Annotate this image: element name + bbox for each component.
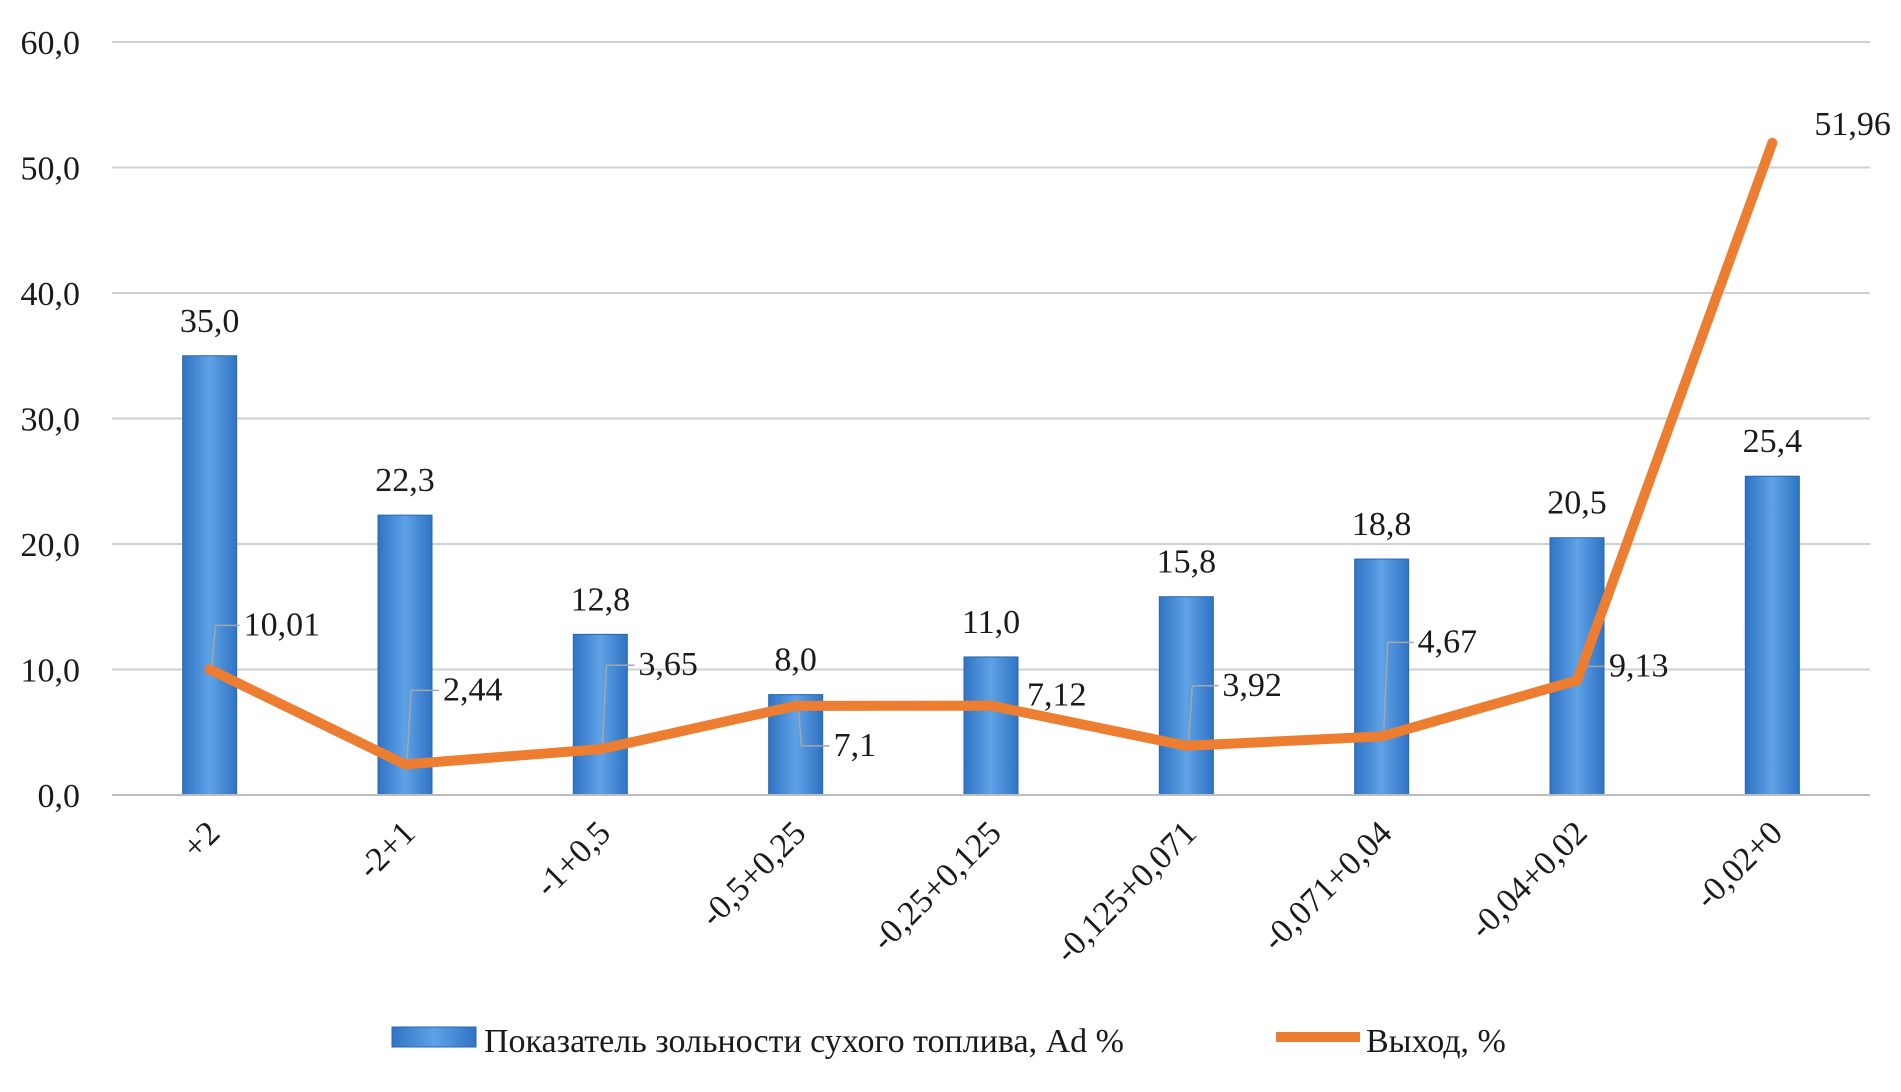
line-point [1767, 137, 1778, 148]
line-data-labels: 10,01 2,44 3,65 7,1 7,12 3,92 4,67 9,13 51,96 [244, 106, 1891, 764]
bar [1354, 558, 1410, 796]
line-data-label: 7,1 [834, 727, 877, 764]
line-point [1376, 731, 1387, 742]
bar [768, 694, 824, 796]
label-leader-line [406, 689, 439, 763]
bar-data-label: 20,5 [1547, 485, 1607, 522]
line-point [1181, 740, 1192, 751]
bar-data-labels: 35,0 22,3 12,8 8,0 11,0 15,8 18,8 20,5 25,4 [180, 303, 1802, 679]
legend-swatch-bar [391, 1026, 477, 1048]
line-data-label: 9,13 [1609, 647, 1669, 684]
legend: Показатель зольности сухого топлива, Ad … [391, 1023, 1506, 1060]
bar [1744, 475, 1800, 796]
label-leader-line [796, 703, 830, 747]
gridlines [112, 41, 1870, 671]
line-data-label: 3,65 [638, 646, 698, 683]
line-series [204, 137, 1778, 770]
line-point [986, 700, 996, 711]
line-point [790, 700, 801, 711]
bar [572, 633, 628, 796]
line-data-label: 3,92 [1222, 667, 1282, 704]
line-data-label: 51,96 [1814, 106, 1891, 143]
x-category-label: -0,02+0 [1688, 814, 1790, 916]
x-category-label: -0,125+0,071 [1048, 814, 1204, 970]
bar-data-label: 11,0 [962, 604, 1020, 641]
x-category-label: -0,071+0,04 [1255, 814, 1399, 958]
bar-data-label: 8,0 [774, 642, 817, 679]
bar-data-label: 15,8 [1157, 544, 1217, 581]
y-tick-label: 60,0 [21, 25, 81, 62]
bar [182, 355, 238, 796]
y-axis-ticks: 0,0 10,0 20,0 30,0 40,0 50,0 60,0 [21, 25, 81, 815]
y-tick-label: 40,0 [21, 276, 81, 313]
line-point [595, 744, 606, 755]
label-leader-line [601, 664, 635, 748]
line-data-label: 7,12 [1027, 677, 1087, 714]
label-leader-line [1187, 685, 1219, 744]
x-category-label: -2+1 [351, 814, 423, 886]
bar-data-label: 35,0 [180, 303, 240, 340]
bar [1158, 596, 1214, 796]
x-category-label: -1+0,5 [528, 814, 618, 904]
bar-data-label: 12,8 [571, 581, 631, 618]
line-point [204, 664, 215, 675]
legend-label-bar: Показатель зольности сухого топлива, Ad … [484, 1023, 1124, 1060]
line-data-label: 10,01 [244, 606, 321, 643]
line-point [400, 759, 410, 770]
bar-data-label: 18,8 [1352, 506, 1412, 543]
bar-data-label: 22,3 [375, 462, 435, 499]
bar-series [182, 355, 1800, 796]
y-tick-label: 10,0 [21, 653, 81, 690]
line-data-label: 4,67 [1418, 623, 1478, 660]
line-point [1572, 675, 1582, 686]
label-leader-line [1382, 641, 1414, 735]
y-tick-label: 20,0 [21, 527, 81, 564]
line-data-label: 2,44 [443, 671, 503, 708]
label-leader-line [210, 624, 240, 668]
bar [963, 656, 1019, 796]
y-tick-label: 50,0 [21, 151, 81, 188]
bar-data-label: 25,4 [1743, 423, 1803, 460]
x-axis-categories: +2 -2+1 -1+0,5 -0,5+0,25 -0,25+0,125 -0,125+0… [176, 814, 1790, 970]
x-category-label: +2 [176, 814, 228, 866]
x-category-label: -0,25+0,125 [865, 814, 1009, 958]
y-tick-label: 30,0 [21, 402, 81, 439]
x-category-label: -0,5+0,25 [693, 814, 813, 934]
legend-label-line: Выход, % [1366, 1023, 1506, 1060]
y-tick-label: 0,0 [38, 778, 81, 815]
x-category-label: -0,04+0,02 [1463, 814, 1595, 946]
